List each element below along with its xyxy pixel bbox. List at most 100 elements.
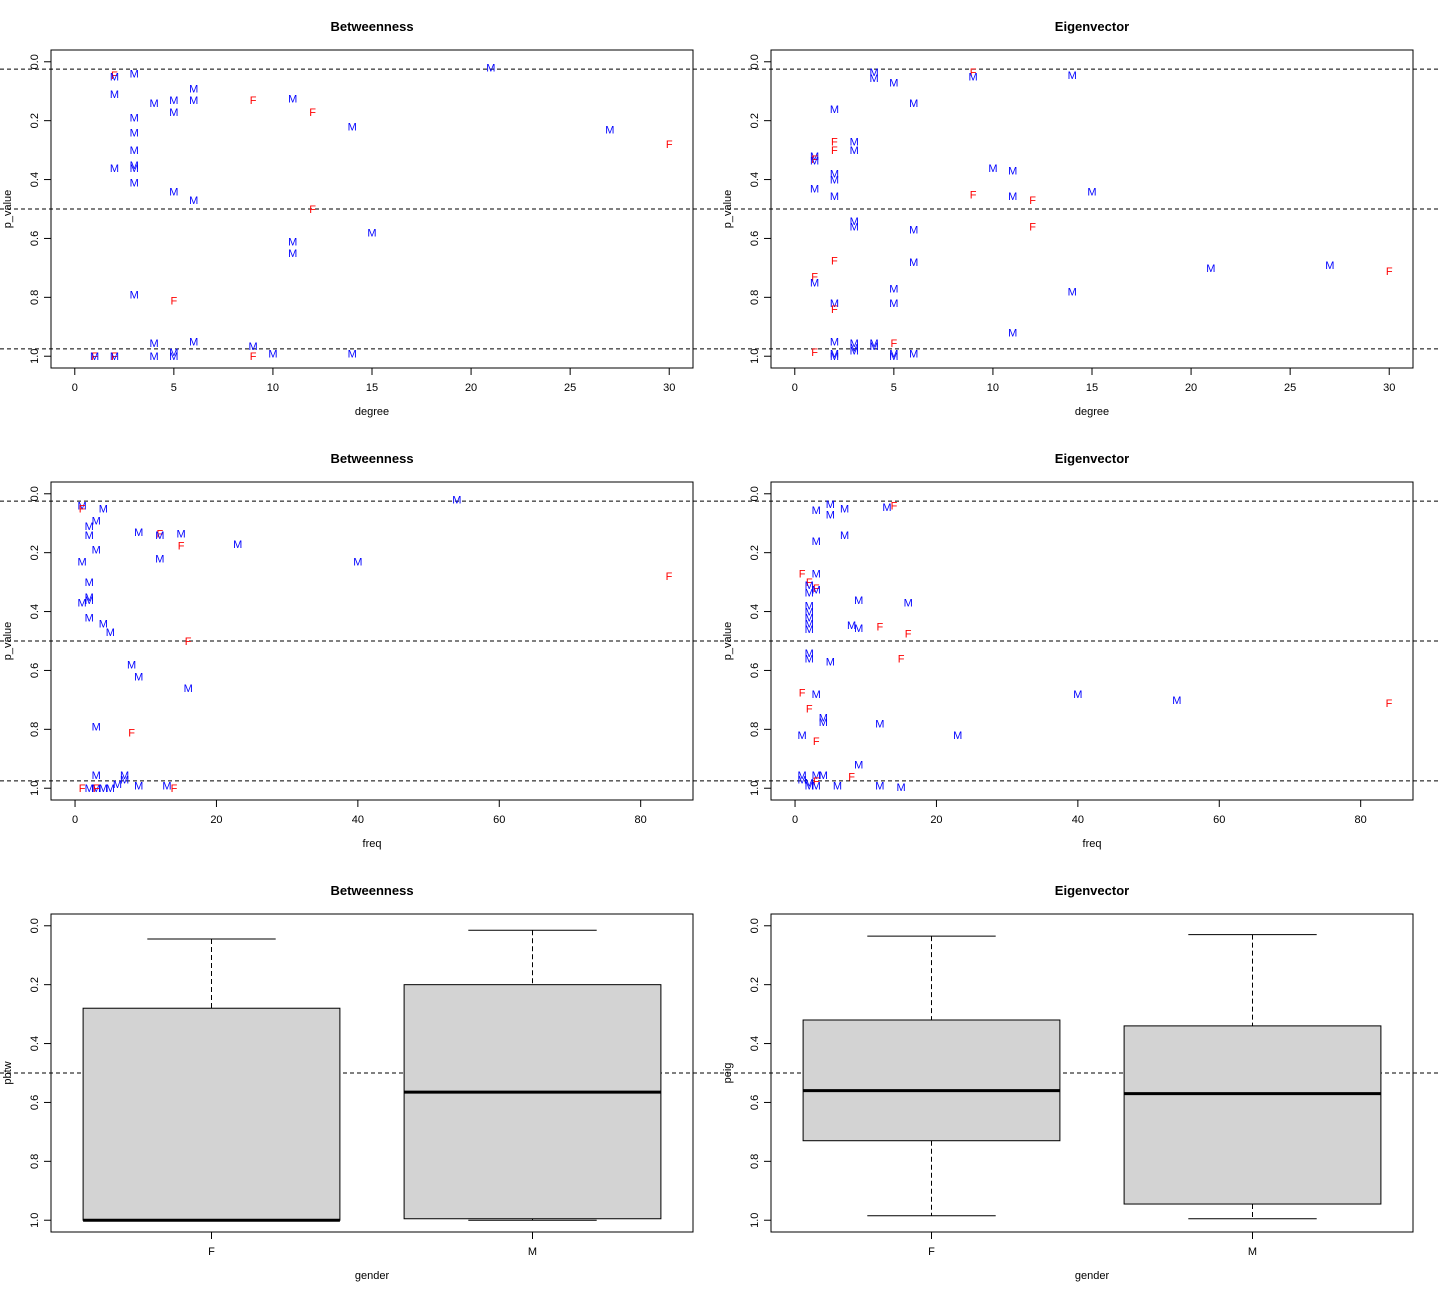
data-point-m: M bbox=[169, 347, 178, 359]
x-tick-label: 20 bbox=[930, 814, 942, 826]
y-tick-label: 0.0 bbox=[749, 918, 761, 933]
data-point-m: M bbox=[130, 289, 139, 301]
data-point-m: M bbox=[155, 530, 164, 542]
data-point-f: F bbox=[831, 136, 838, 148]
y-tick-label: 1.0 bbox=[749, 349, 761, 364]
data-point-m: M bbox=[120, 774, 129, 786]
data-point-m: M bbox=[810, 155, 819, 167]
data-point-m: M bbox=[149, 338, 158, 350]
x-axis-label: degree bbox=[355, 406, 389, 418]
data-point-m: M bbox=[155, 554, 164, 566]
data-point-m: M bbox=[134, 671, 143, 683]
data-point-m: M bbox=[830, 337, 839, 349]
data-point-m: M bbox=[130, 113, 139, 125]
data-point-m: M bbox=[169, 351, 178, 363]
box-iqr bbox=[82, 1007, 341, 1221]
data-point-m: M bbox=[452, 495, 461, 507]
data-point-m: M bbox=[169, 95, 178, 107]
data-point-m: M bbox=[819, 717, 828, 729]
data-point-m: M bbox=[134, 780, 143, 792]
data-point-m: M bbox=[130, 160, 139, 172]
data-point-m: M bbox=[830, 175, 839, 187]
data-point-f: F bbox=[93, 783, 100, 795]
data-point-m: M bbox=[869, 67, 878, 79]
data-point-m: M bbox=[1206, 263, 1215, 275]
x-tick-label: 40 bbox=[1072, 814, 1084, 826]
data-point-m: M bbox=[830, 169, 839, 181]
data-point-m: M bbox=[99, 618, 108, 630]
data-point-m: M bbox=[805, 777, 814, 789]
data-point-f: F bbox=[111, 70, 118, 82]
data-point-m: M bbox=[850, 338, 859, 350]
y-tick-label: 0.0 bbox=[749, 486, 761, 501]
data-point-m: M bbox=[812, 505, 821, 517]
data-point-m: M bbox=[127, 660, 136, 672]
x-axis: 0 5 10 15 20 25 30 bbox=[72, 367, 675, 394]
x-tick-label: 5 bbox=[171, 382, 177, 394]
x-tick-label: 25 bbox=[564, 382, 576, 394]
data-point-m: M bbox=[130, 145, 139, 157]
data-point-m: M bbox=[812, 536, 821, 548]
data-point-f: F bbox=[178, 540, 185, 552]
data-point-f: F bbox=[1029, 195, 1036, 207]
y-tick-label: 0.2 bbox=[29, 977, 41, 992]
x-tick-label: F bbox=[928, 1246, 935, 1258]
data-point-f: F bbox=[806, 704, 813, 716]
chart-title: Eigenvector bbox=[1055, 451, 1129, 466]
data-point-f: F bbox=[250, 351, 257, 363]
data-point-m: M bbox=[367, 228, 376, 240]
box-m bbox=[403, 929, 662, 1221]
x-tick-label: 25 bbox=[1284, 382, 1296, 394]
data-point-f: F bbox=[831, 256, 838, 268]
x-tick-label: 10 bbox=[267, 382, 279, 394]
data-point-m: M bbox=[826, 509, 835, 521]
y-axis-label: pbtw bbox=[2, 1061, 14, 1084]
data-point-m: M bbox=[847, 620, 856, 632]
y-tick-label: 0.6 bbox=[749, 663, 761, 678]
x-tick-label: 30 bbox=[663, 382, 675, 394]
data-point-f: F bbox=[666, 139, 673, 151]
data-point-m: M bbox=[189, 95, 198, 107]
data-point-m: M bbox=[826, 499, 835, 511]
data-point-m: M bbox=[889, 298, 898, 310]
data-point-f: F bbox=[898, 654, 905, 666]
chart-panel-2: Eigenvector degree p_value 0.0 0.2 0.4 0.6 0.8 1… bbox=[720, 19, 1438, 418]
x-tick-label: 80 bbox=[635, 814, 647, 826]
data-point-m: M bbox=[130, 69, 139, 81]
data-point-m: M bbox=[1172, 695, 1181, 707]
data-point-m: M bbox=[810, 151, 819, 163]
chart-panel-6: Eigenvector gender peig 0.0 0.2 0.4 0.6 0.8 1.0 F… bbox=[720, 883, 1438, 1282]
data-point-m: M bbox=[605, 125, 614, 137]
y-tick-label: 0.6 bbox=[29, 231, 41, 246]
y-tick-label: 0.8 bbox=[29, 1154, 41, 1169]
y-tick-label: 0.6 bbox=[29, 1095, 41, 1110]
data-point-m: M bbox=[812, 780, 821, 792]
y-tick-label: 0.4 bbox=[29, 172, 41, 187]
data-point-m: M bbox=[850, 136, 859, 148]
data-point-m: M bbox=[840, 504, 849, 516]
y-tick-label: 0.0 bbox=[29, 486, 41, 501]
y-axis-label: p_value bbox=[2, 190, 14, 229]
data-point-m: M bbox=[99, 783, 108, 795]
data-point-f: F bbox=[813, 583, 820, 595]
y-tick-label: 0.4 bbox=[29, 1036, 41, 1051]
data-point-m: M bbox=[850, 345, 859, 357]
data-point-m: M bbox=[162, 780, 171, 792]
data-point-f: F bbox=[171, 783, 178, 795]
data-point-m: M bbox=[805, 580, 814, 592]
x-tick-label: 30 bbox=[1383, 382, 1395, 394]
y-tick-label: 0.6 bbox=[29, 663, 41, 678]
y-tick-label: 0.8 bbox=[749, 722, 761, 737]
x-tick-label: 20 bbox=[465, 382, 477, 394]
chart-panel-3: Betweenness freq p_value 0.0 0.2 0.4 0.6 0.8 1.0… bbox=[0, 451, 718, 850]
data-point-m: M bbox=[805, 612, 814, 624]
data-point-f: F bbox=[1029, 222, 1036, 234]
data-point-m: M bbox=[233, 539, 242, 551]
data-point-f: F bbox=[813, 736, 820, 748]
x-tick-label: M bbox=[1248, 1246, 1257, 1258]
chart-title: Betweenness bbox=[330, 883, 413, 898]
data-point-m: M bbox=[805, 624, 814, 636]
data-point-m: M bbox=[78, 598, 87, 610]
